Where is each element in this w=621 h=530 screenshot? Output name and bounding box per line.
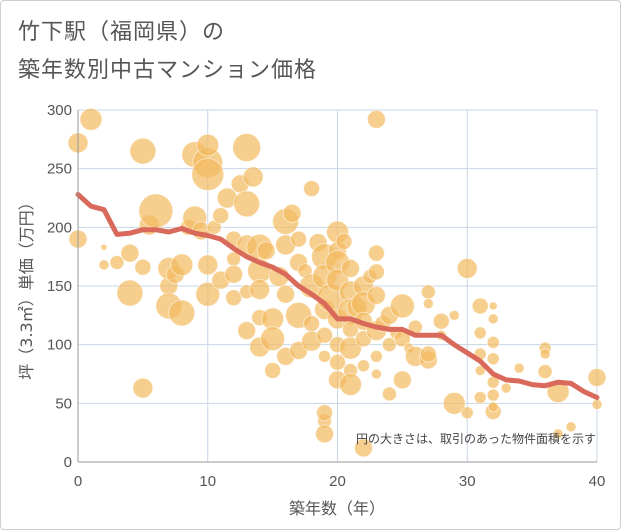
data-bubble (224, 264, 244, 284)
y-tick-label: 100 (47, 337, 72, 354)
data-bubble (370, 368, 382, 380)
data-bubble (565, 421, 577, 433)
data-bubble (356, 359, 370, 373)
data-bubble (232, 133, 262, 163)
data-bubble (316, 326, 334, 344)
data-bubble (487, 401, 499, 413)
chart-title-line2: 築年数別中古マンション価格 (18, 58, 318, 83)
data-bubble (260, 326, 286, 352)
data-bubble (242, 166, 264, 188)
data-bubble (196, 133, 220, 157)
data-bubble (335, 232, 353, 250)
data-bubble (537, 364, 553, 380)
data-bubble (79, 107, 103, 131)
data-bubble (98, 259, 110, 271)
data-bubble (381, 386, 397, 402)
x-tick-label: 10 (199, 473, 216, 490)
data-bubble (474, 364, 486, 376)
data-bubble (448, 309, 460, 321)
data-bubble (539, 348, 551, 360)
average-price-line (75, 192, 600, 400)
average-line-series (75, 192, 600, 400)
data-bubble (276, 284, 296, 304)
data-bubble (197, 254, 219, 276)
data-bubble (290, 230, 308, 248)
x-tick-label: 20 (329, 473, 346, 490)
data-bubble (191, 158, 225, 192)
chart-title-line1: 竹下駅（福岡県）の (18, 20, 226, 45)
data-bubble (369, 349, 383, 363)
x-tick-label: 40 (589, 473, 606, 490)
data-bubble (367, 263, 385, 281)
data-bubble (366, 285, 386, 305)
data-bubble (486, 335, 500, 349)
data-bubble (282, 203, 302, 223)
data-bubble (392, 370, 412, 390)
y-tick-label: 150 (47, 278, 72, 295)
data-bubble (329, 353, 346, 371)
axes (77, 110, 597, 463)
data-bubble (318, 349, 332, 363)
y-tick-label: 50 (55, 395, 72, 412)
data-bubble (456, 257, 478, 279)
data-bubble (134, 258, 152, 276)
data-bubble (389, 293, 415, 319)
data-bubble (168, 299, 196, 327)
data-bubble (552, 428, 564, 440)
data-bubble (471, 297, 489, 315)
data-bubble (233, 190, 261, 218)
data-bubble (120, 243, 140, 263)
data-bubble (237, 321, 257, 341)
data-bubble (422, 298, 434, 310)
data-bubble (256, 241, 276, 261)
data-bubble (315, 424, 335, 444)
data-bubble (486, 352, 500, 366)
data-bubble (587, 368, 607, 388)
data-bubble (486, 388, 500, 402)
data-bubble (195, 281, 221, 307)
data-bubble (338, 373, 362, 397)
data-bubble (420, 284, 436, 300)
data-bubble (340, 258, 360, 278)
data-bubble (212, 207, 230, 225)
data-bubble (170, 253, 194, 277)
x-axis-label: 築年数（年） (289, 499, 385, 518)
data-bubble (419, 345, 437, 363)
data-bubble (303, 180, 321, 198)
data-bubble (132, 377, 154, 399)
data-bubble (225, 289, 243, 307)
data-bubble (432, 312, 450, 330)
data-bubble (367, 244, 385, 262)
y-tick-label: 200 (47, 219, 72, 236)
tick-labels: 0 50 100 150 200 250 300 0 10 20 30 40 (47, 102, 605, 490)
data-bubble (249, 279, 271, 301)
data-bubble (100, 243, 108, 251)
data-bubble (366, 109, 386, 129)
data-bubble (442, 391, 466, 415)
data-bubble (473, 326, 487, 340)
data-bubble (500, 382, 512, 394)
data-bubble (487, 313, 499, 325)
data-bubble (353, 438, 373, 458)
data-bubble (460, 406, 474, 420)
x-tick-label: 30 (459, 473, 476, 490)
y-tick-label: 0 (64, 454, 72, 471)
data-bubble (513, 362, 525, 374)
data-bubble (488, 301, 498, 311)
data-bubble (129, 137, 157, 165)
data-bubble (264, 361, 282, 379)
data-bubble (316, 404, 334, 422)
bubble-size-note: 円の大きさは、取引のあった物件面積を示す (356, 431, 596, 446)
y-tick-label: 250 (47, 161, 72, 178)
y-axis-label: 坪（3.3㎡）単価（万円） (17, 194, 36, 379)
data-bubble (303, 315, 321, 333)
data-bubble (591, 399, 603, 411)
data-bubble (138, 193, 174, 229)
data-bubble (473, 390, 487, 404)
y-tick-label: 300 (47, 102, 72, 119)
x-tick-label: 0 (74, 473, 82, 490)
data-bubble (109, 255, 125, 271)
data-bubble (116, 279, 144, 307)
